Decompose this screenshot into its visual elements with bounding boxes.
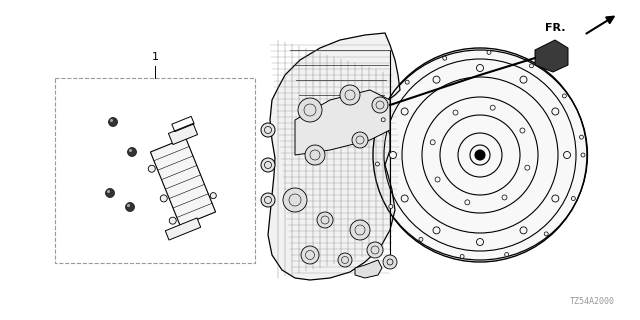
Circle shape (465, 200, 470, 205)
Circle shape (563, 94, 566, 98)
Ellipse shape (372, 50, 588, 260)
Circle shape (435, 177, 440, 182)
Polygon shape (355, 260, 382, 278)
Circle shape (460, 254, 464, 259)
Circle shape (367, 242, 383, 258)
Circle shape (520, 227, 527, 234)
Circle shape (127, 148, 136, 156)
Polygon shape (295, 90, 390, 155)
Circle shape (283, 188, 307, 212)
Circle shape (127, 204, 130, 207)
Circle shape (106, 188, 115, 197)
Circle shape (572, 196, 575, 201)
Text: 1: 1 (152, 52, 159, 62)
Polygon shape (268, 33, 400, 280)
Circle shape (352, 132, 368, 148)
Circle shape (340, 85, 360, 105)
Circle shape (502, 195, 507, 200)
Circle shape (376, 162, 380, 166)
Circle shape (581, 153, 585, 157)
Text: TZ54A2000: TZ54A2000 (570, 297, 615, 306)
Circle shape (419, 237, 423, 241)
Circle shape (261, 193, 275, 207)
Bar (55, 78, 255, 263)
Circle shape (298, 98, 322, 122)
Circle shape (544, 232, 548, 236)
Text: FR.: FR. (545, 23, 565, 33)
Circle shape (433, 76, 440, 83)
Circle shape (401, 195, 408, 202)
Circle shape (261, 158, 275, 172)
Circle shape (390, 151, 397, 158)
Circle shape (338, 253, 352, 267)
Circle shape (405, 80, 409, 84)
Circle shape (211, 193, 216, 199)
Circle shape (317, 212, 333, 228)
Circle shape (125, 203, 134, 212)
Circle shape (148, 165, 156, 172)
Circle shape (490, 105, 495, 110)
Circle shape (505, 252, 509, 257)
Circle shape (109, 117, 118, 126)
Circle shape (261, 123, 275, 137)
Circle shape (381, 118, 385, 122)
Circle shape (433, 227, 440, 234)
Circle shape (520, 128, 525, 133)
Circle shape (487, 50, 491, 54)
Circle shape (579, 135, 584, 139)
Circle shape (160, 195, 167, 202)
Circle shape (552, 108, 559, 115)
Circle shape (529, 64, 534, 68)
Circle shape (110, 119, 113, 122)
Polygon shape (150, 138, 216, 226)
Circle shape (305, 145, 325, 165)
Circle shape (552, 195, 559, 202)
Circle shape (520, 76, 527, 83)
Circle shape (525, 165, 530, 170)
Circle shape (430, 140, 435, 145)
Circle shape (477, 65, 483, 71)
Circle shape (107, 190, 110, 193)
Polygon shape (168, 124, 198, 145)
Circle shape (475, 150, 485, 160)
Circle shape (383, 255, 397, 269)
Circle shape (477, 238, 483, 245)
Polygon shape (535, 40, 568, 72)
Circle shape (169, 217, 176, 224)
Circle shape (443, 56, 447, 60)
Circle shape (453, 110, 458, 115)
Polygon shape (165, 218, 201, 240)
Circle shape (401, 108, 408, 115)
Circle shape (563, 151, 570, 158)
Circle shape (388, 204, 393, 209)
Circle shape (372, 97, 388, 113)
Circle shape (350, 220, 370, 240)
Circle shape (301, 246, 319, 264)
Circle shape (129, 149, 132, 152)
